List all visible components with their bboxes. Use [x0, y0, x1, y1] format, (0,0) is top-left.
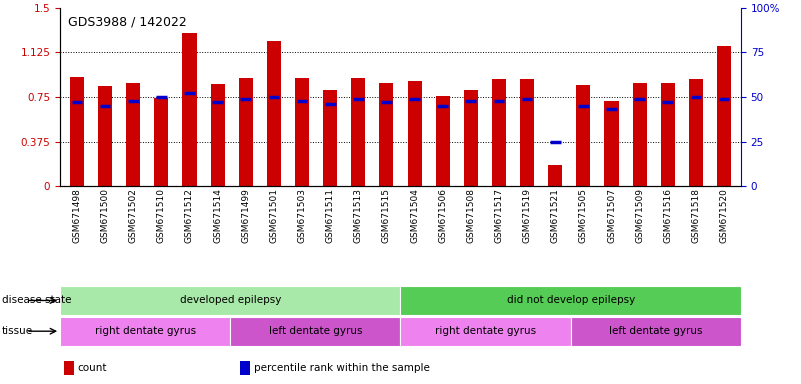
Bar — [295, 78, 309, 186]
Bar — [570, 317, 741, 346]
Bar — [183, 33, 196, 186]
Bar — [400, 286, 741, 315]
Bar — [400, 317, 570, 346]
Bar — [492, 79, 506, 186]
Bar — [464, 90, 478, 186]
Text: percentile rank within the sample: percentile rank within the sample — [254, 363, 430, 373]
Bar — [717, 46, 731, 186]
Bar — [577, 85, 590, 186]
Bar — [380, 83, 393, 186]
Bar — [60, 286, 400, 315]
Bar — [520, 79, 534, 186]
Bar — [211, 84, 224, 186]
Bar — [605, 101, 618, 186]
Bar — [155, 98, 168, 186]
Bar — [98, 86, 112, 186]
Text: disease state: disease state — [2, 295, 71, 306]
Text: left dentate gyrus: left dentate gyrus — [609, 326, 702, 336]
Text: developed epilepsy: developed epilepsy — [179, 295, 281, 306]
Bar — [689, 79, 703, 186]
Text: count: count — [78, 363, 107, 373]
Bar — [633, 83, 646, 186]
Text: did not develop epilepsy: did not develop epilepsy — [506, 295, 635, 306]
Text: right dentate gyrus: right dentate gyrus — [435, 326, 536, 336]
Bar — [323, 90, 337, 186]
Text: left dentate gyrus: left dentate gyrus — [268, 326, 362, 336]
Bar — [239, 78, 253, 186]
Bar — [661, 83, 674, 186]
Text: tissue: tissue — [2, 326, 33, 336]
Bar — [60, 317, 231, 346]
Bar — [436, 96, 449, 186]
Bar — [352, 78, 365, 186]
Bar — [231, 317, 400, 346]
Bar — [70, 77, 84, 186]
Text: GDS3988 / 142022: GDS3988 / 142022 — [68, 15, 187, 28]
Bar — [267, 41, 281, 186]
Bar — [127, 83, 140, 186]
Text: right dentate gyrus: right dentate gyrus — [95, 326, 195, 336]
Bar — [548, 165, 562, 186]
Bar — [408, 81, 421, 186]
